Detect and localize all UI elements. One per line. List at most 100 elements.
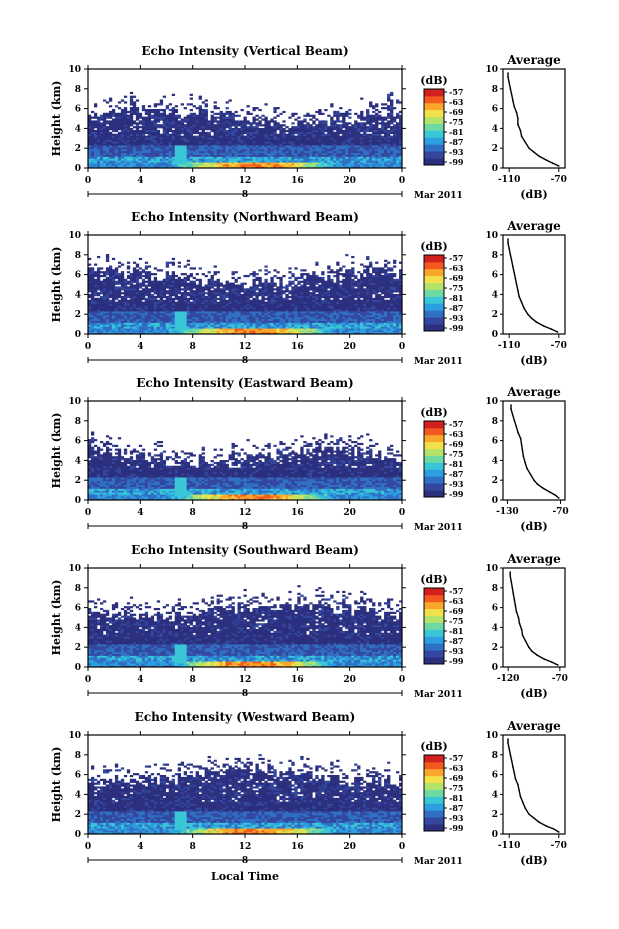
echo-cell — [171, 145, 176, 148]
echo-cell — [357, 133, 361, 136]
echo-cell — [267, 137, 271, 140]
echo-cell — [345, 154, 349, 157]
echo-cell — [333, 131, 337, 135]
echo-cell — [135, 290, 140, 293]
echo-cell — [243, 154, 247, 157]
echo-cell — [159, 288, 164, 291]
average-profile-point — [545, 159, 548, 161]
echo-cell — [372, 118, 376, 121]
echo-cell — [117, 286, 122, 289]
echo-cell — [147, 301, 152, 304]
echo-cell — [186, 309, 190, 312]
echo-cell — [171, 332, 176, 335]
echo-cell — [321, 124, 325, 127]
echo-cell — [213, 129, 217, 133]
echo-cell — [216, 145, 220, 148]
echo-cell — [165, 290, 170, 293]
echo-cell — [207, 313, 211, 316]
echo-cell — [186, 147, 190, 150]
echo-cell — [396, 154, 400, 157]
echo-cell — [162, 299, 167, 302]
echo-cell — [114, 122, 119, 125]
echo-cell — [147, 316, 152, 320]
echo-cell — [198, 114, 202, 117]
echo-cell — [189, 128, 193, 131]
echo-cell — [162, 320, 167, 323]
echo-cell — [399, 141, 403, 144]
echo-cell — [276, 133, 280, 136]
echo-cell — [180, 299, 184, 302]
x-tick-label: 0 — [85, 176, 91, 186]
echo-cell — [342, 118, 346, 121]
echo-cell — [111, 326, 116, 329]
echo-cell — [273, 154, 277, 157]
echo-cell — [153, 126, 158, 129]
echo-cell — [234, 145, 238, 148]
echo-cell — [216, 147, 220, 150]
echo-cell — [363, 145, 367, 148]
echo-cell — [258, 316, 262, 320]
echo-cell — [261, 301, 265, 304]
echo-cell — [114, 328, 119, 331]
echo-cell — [105, 295, 110, 299]
echo-cell — [387, 148, 391, 152]
echo-cell — [378, 143, 382, 146]
echo-cell — [300, 158, 304, 161]
echo-cell — [243, 120, 247, 123]
echo-cell — [240, 166, 244, 169]
echo-cell — [156, 154, 161, 157]
echo-cell — [222, 305, 226, 308]
echo-cell — [174, 105, 179, 108]
echo-cell — [234, 139, 238, 142]
echo-cell — [318, 166, 322, 169]
echo-cell — [243, 166, 247, 169]
echo-cell — [273, 318, 277, 321]
echo-cell — [88, 282, 92, 285]
echo-cell — [108, 278, 113, 281]
echo-cell — [88, 120, 92, 123]
echo-cell — [171, 112, 176, 115]
echo-cell — [276, 156, 280, 159]
echo-cell — [270, 316, 274, 320]
echo-cell — [117, 147, 122, 150]
echo-cell — [264, 160, 268, 163]
echo-cell — [138, 148, 143, 152]
echo-cell — [339, 162, 343, 165]
echo-cell — [321, 148, 325, 152]
echo-cell — [351, 139, 355, 142]
echo-cell — [369, 162, 373, 165]
echo-cell — [165, 299, 170, 302]
echo-cell — [159, 318, 164, 321]
echo-cell — [195, 162, 199, 165]
echo-cell — [366, 110, 370, 114]
echo-cell — [153, 311, 158, 314]
echo-cell — [390, 141, 394, 144]
echo-cell — [171, 294, 176, 297]
echo-cell — [252, 273, 256, 276]
echo-cell — [216, 160, 220, 163]
echo-cell — [249, 326, 253, 329]
echo-cell — [252, 160, 256, 163]
echo-cell — [366, 139, 370, 142]
echo-cell — [132, 332, 137, 335]
echo-cell — [234, 158, 238, 161]
echo-cell — [108, 145, 113, 148]
echo-cell — [390, 122, 394, 125]
echo-cell — [189, 133, 193, 136]
echo-cell — [324, 122, 328, 125]
echo-cell — [216, 154, 220, 157]
echo-cell — [276, 305, 280, 308]
echo-cell — [291, 122, 295, 125]
echo-cell — [93, 139, 98, 142]
echo-cell — [180, 126, 184, 129]
echo-cell — [399, 116, 403, 119]
echo-cell — [168, 328, 173, 331]
echo-cell — [105, 303, 110, 306]
echo-cell — [207, 295, 211, 299]
echo-cell — [108, 286, 113, 289]
echo-cell — [309, 158, 313, 161]
echo-cell — [393, 164, 397, 167]
echo-cell — [105, 316, 110, 320]
echo-cell — [195, 326, 199, 329]
echo-cell — [219, 156, 223, 159]
